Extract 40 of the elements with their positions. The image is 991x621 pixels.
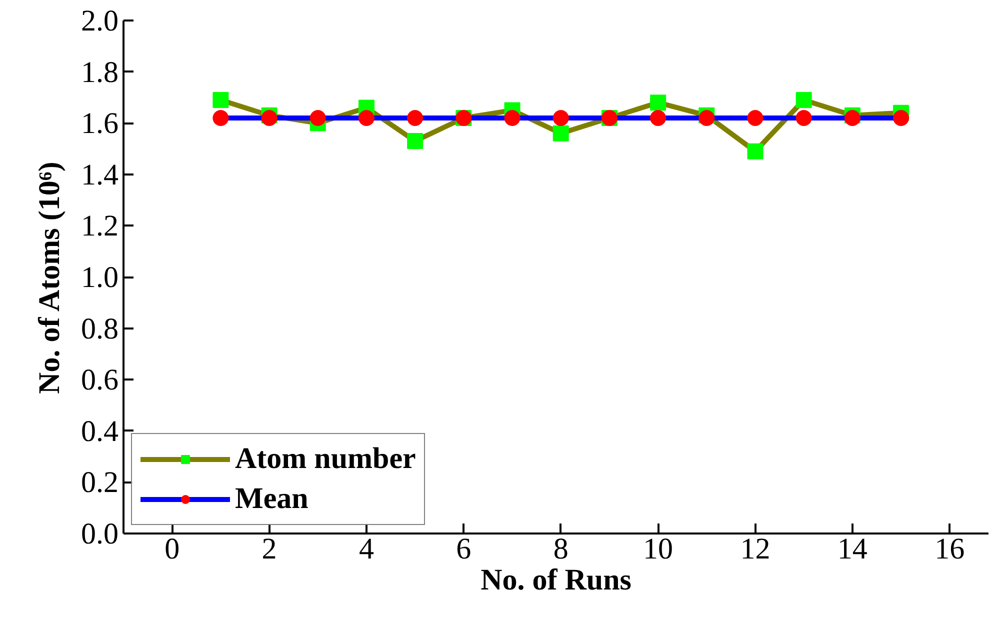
- y-tick-label: 2.0: [81, 4, 118, 38]
- point: [212, 110, 229, 126]
- y-tick-label: 1.8: [81, 56, 118, 89]
- x-tick-label: 14: [837, 532, 868, 566]
- x-tick-label: 0: [164, 532, 180, 566]
- y-tick-label: 1.6: [81, 107, 118, 140]
- legend-label: Mean: [235, 482, 308, 516]
- x-tick-label: 4: [358, 532, 374, 566]
- point: [552, 110, 569, 126]
- x-tick-label: 12: [740, 532, 770, 566]
- point: [650, 94, 666, 111]
- x-tick-label: 10: [643, 532, 674, 566]
- y-tick-label: 0.2: [81, 466, 118, 500]
- x-axis-title: No. of Runs: [480, 564, 632, 596]
- point: [650, 110, 666, 126]
- point: [358, 110, 374, 126]
- y-tick-label: 0.6: [81, 364, 118, 397]
- legend-label: Atom number: [235, 442, 416, 476]
- point: [747, 110, 764, 126]
- point: [212, 92, 229, 108]
- y-tick-label: 0.4: [81, 414, 118, 448]
- point: [504, 110, 520, 126]
- y-tick-label: 1.4: [81, 158, 118, 192]
- point: [747, 143, 764, 160]
- y-tick-label: 0.8: [81, 312, 118, 346]
- point: [893, 110, 910, 126]
- y-tick-label: 0.0: [81, 518, 118, 550]
- y-tick-label: 1.0: [81, 261, 118, 294]
- x-tick-label: 2: [262, 532, 277, 566]
- x-tick-label: 16: [934, 532, 965, 566]
- point: [552, 125, 569, 142]
- y-tick-label: 1.2: [81, 210, 118, 243]
- x-tick-label: 6: [456, 532, 472, 566]
- point: [796, 92, 812, 108]
- point: [796, 110, 812, 126]
- point: [407, 110, 424, 126]
- y-axis-title: No. of Atoms (10⁶): [33, 162, 66, 394]
- point: [310, 110, 326, 126]
- x-tick-label: 8: [553, 532, 568, 566]
- point: [407, 133, 424, 150]
